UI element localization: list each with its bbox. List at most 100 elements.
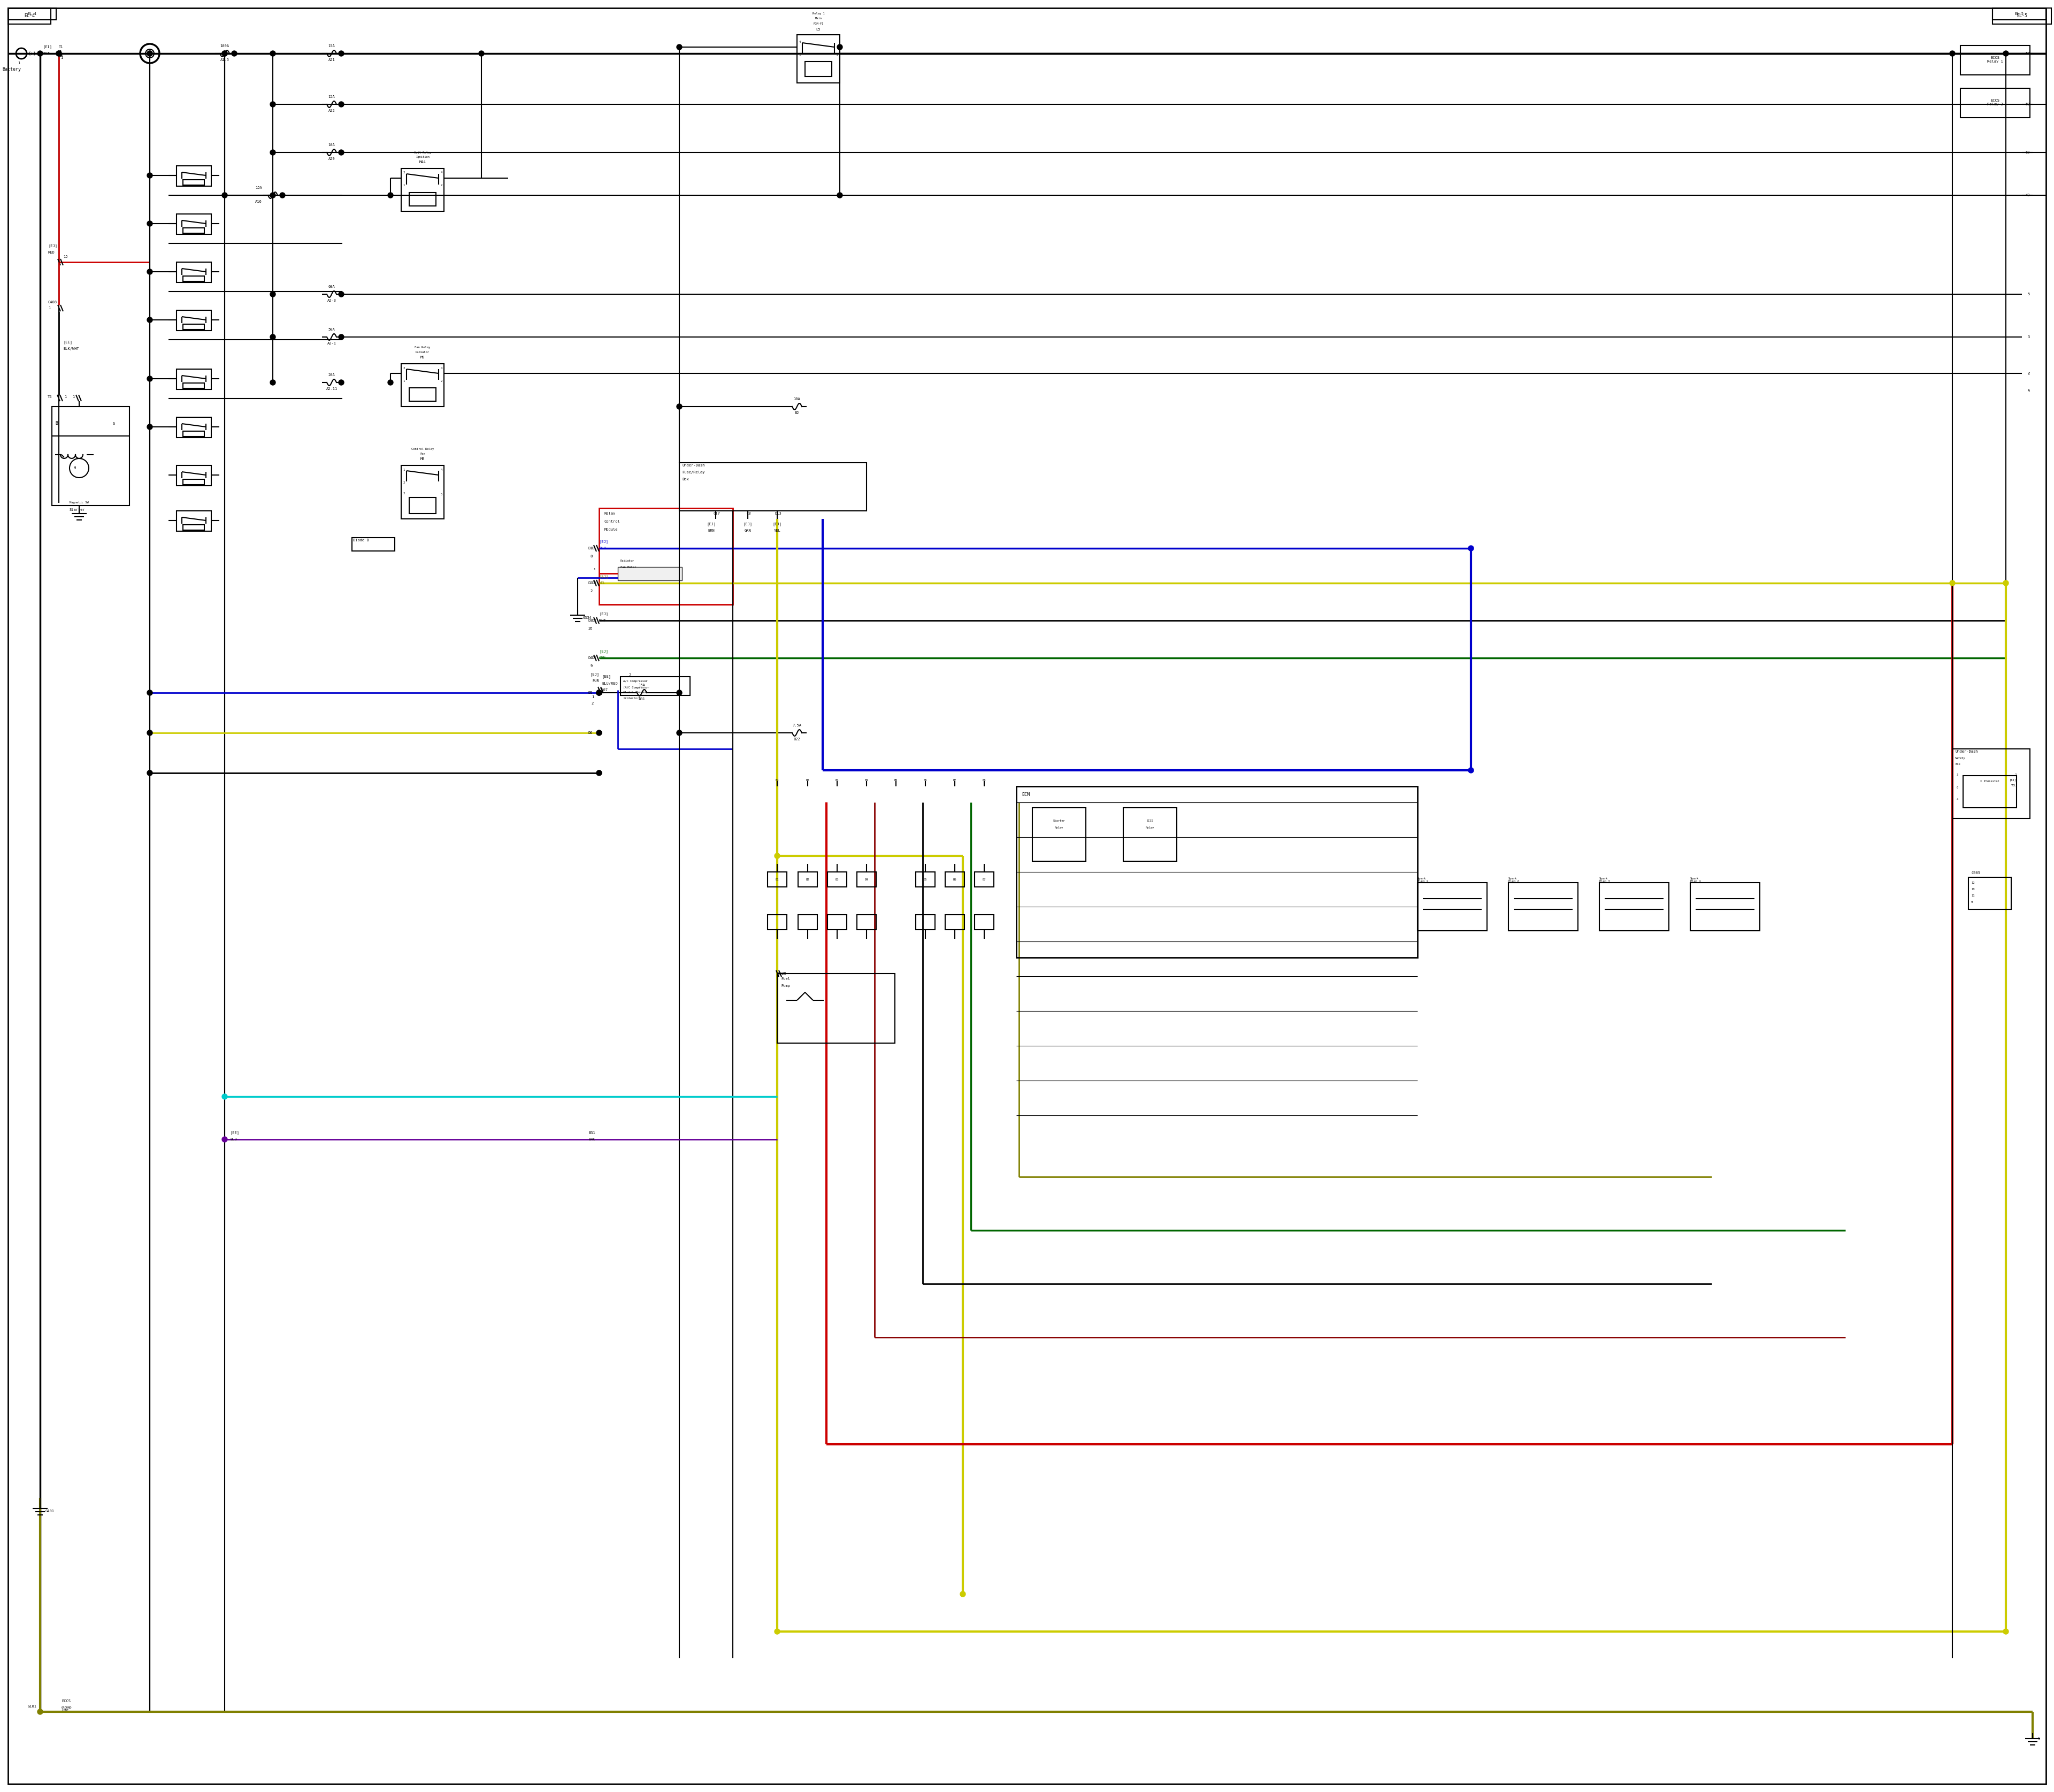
Text: 2: 2 bbox=[592, 702, 594, 704]
Text: Main: Main bbox=[815, 18, 822, 20]
Text: A/C Compressor: A/C Compressor bbox=[622, 679, 647, 683]
Bar bbox=[618, 566, 682, 581]
Text: M8: M8 bbox=[421, 457, 425, 461]
Circle shape bbox=[271, 192, 275, 197]
Circle shape bbox=[838, 45, 842, 50]
Bar bbox=[351, 538, 394, 550]
Bar bbox=[1992, 7, 2046, 20]
Text: C005: C005 bbox=[1972, 871, 1980, 874]
Circle shape bbox=[148, 425, 152, 430]
Text: C225: C225 bbox=[776, 971, 787, 975]
Text: (+): (+) bbox=[29, 52, 35, 56]
Circle shape bbox=[2003, 50, 2009, 56]
Circle shape bbox=[339, 50, 343, 56]
Text: BLU: BLU bbox=[230, 1138, 236, 1142]
Text: [EJ]: [EJ] bbox=[600, 650, 608, 654]
Text: G101: G101 bbox=[27, 1704, 37, 1708]
Text: A22: A22 bbox=[329, 109, 335, 113]
Text: 42: 42 bbox=[2025, 194, 2029, 197]
Circle shape bbox=[479, 50, 485, 56]
Circle shape bbox=[596, 729, 602, 735]
Bar bbox=[1968, 878, 2011, 909]
Text: Box: Box bbox=[682, 478, 688, 480]
Bar bbox=[183, 478, 203, 484]
Text: A1-5: A1-5 bbox=[220, 59, 230, 61]
Bar bbox=[916, 873, 935, 887]
Text: D3: D3 bbox=[592, 618, 596, 622]
Text: D1: D1 bbox=[587, 547, 594, 550]
Text: Module: Module bbox=[604, 529, 618, 530]
Bar bbox=[177, 466, 212, 486]
Text: A2-11: A2-11 bbox=[327, 387, 337, 391]
Text: Radiator: Radiator bbox=[620, 559, 635, 563]
Circle shape bbox=[339, 102, 343, 108]
Text: Starter: Starter bbox=[1054, 819, 1066, 823]
Text: 11: 11 bbox=[1972, 894, 1974, 896]
Text: 1: 1 bbox=[72, 396, 74, 398]
Circle shape bbox=[1469, 545, 1473, 550]
Bar bbox=[51, 407, 129, 505]
Bar bbox=[177, 262, 212, 283]
Text: WHT: WHT bbox=[43, 52, 49, 56]
Circle shape bbox=[388, 192, 392, 197]
Bar bbox=[183, 525, 203, 530]
Text: BLK/WHT: BLK/WHT bbox=[64, 348, 78, 351]
Bar bbox=[1124, 808, 1177, 862]
Text: BLU: BLU bbox=[600, 547, 606, 550]
Circle shape bbox=[222, 192, 228, 197]
Text: [EE]: [EE] bbox=[64, 340, 72, 344]
Bar bbox=[177, 310, 212, 330]
Text: D4: D4 bbox=[587, 656, 594, 659]
Bar bbox=[183, 432, 203, 437]
Text: D2: D2 bbox=[592, 581, 596, 584]
Circle shape bbox=[37, 1710, 43, 1715]
Bar bbox=[945, 914, 965, 930]
Text: ECCS
Relay 2: ECCS Relay 2 bbox=[1986, 99, 2003, 106]
Text: G334: G334 bbox=[583, 616, 592, 620]
Text: BRN: BRN bbox=[709, 529, 715, 532]
Bar bbox=[1964, 776, 2017, 808]
Bar bbox=[8, 7, 51, 23]
Text: 1: 1 bbox=[60, 56, 64, 59]
Text: Relay: Relay bbox=[1146, 826, 1154, 830]
Text: [EE]: [EE] bbox=[230, 1131, 238, 1134]
Text: GRN: GRN bbox=[600, 656, 606, 659]
Text: B4: B4 bbox=[865, 778, 869, 781]
Circle shape bbox=[2003, 581, 2009, 586]
Text: 59: 59 bbox=[2025, 102, 2029, 106]
Text: C408: C408 bbox=[47, 301, 58, 305]
Text: Under-Dash: Under-Dash bbox=[682, 464, 705, 468]
Text: [EJ]: [EJ] bbox=[2009, 778, 2017, 781]
Bar bbox=[183, 228, 203, 233]
Text: 12: 12 bbox=[1972, 882, 1974, 883]
Text: C407: C407 bbox=[600, 688, 608, 692]
Text: G401: G401 bbox=[45, 1509, 55, 1512]
Text: 3: 3 bbox=[2027, 335, 2029, 339]
Bar bbox=[1017, 787, 1417, 957]
Text: 60: 60 bbox=[2025, 151, 2029, 154]
Text: B2: B2 bbox=[795, 412, 799, 414]
Text: Relay: Relay bbox=[1056, 826, 1064, 830]
Circle shape bbox=[676, 403, 682, 409]
Text: B1: B1 bbox=[776, 878, 778, 880]
Circle shape bbox=[596, 690, 602, 695]
Text: Pump: Pump bbox=[781, 984, 791, 987]
Text: 2: 2 bbox=[629, 674, 631, 677]
Bar bbox=[177, 167, 212, 186]
Circle shape bbox=[232, 50, 236, 56]
Text: [EJ]: [EJ] bbox=[772, 523, 783, 527]
Bar bbox=[183, 179, 203, 185]
Text: Under-Dash: Under-Dash bbox=[1955, 751, 1978, 753]
Text: GROUND
LINE: GROUND LINE bbox=[62, 1706, 72, 1711]
Bar bbox=[1992, 7, 2052, 23]
Bar bbox=[1960, 45, 2029, 75]
Text: BLU/RED: BLU/RED bbox=[602, 683, 618, 685]
Text: EL-4: EL-4 bbox=[27, 13, 37, 16]
Bar bbox=[857, 914, 877, 930]
Text: D5: D5 bbox=[587, 692, 594, 694]
Text: 1: 1 bbox=[592, 695, 594, 699]
Text: A2-1: A2-1 bbox=[327, 342, 337, 346]
Text: Relay 1: Relay 1 bbox=[811, 13, 824, 14]
Bar bbox=[620, 677, 690, 695]
Text: B3: B3 bbox=[836, 778, 838, 781]
